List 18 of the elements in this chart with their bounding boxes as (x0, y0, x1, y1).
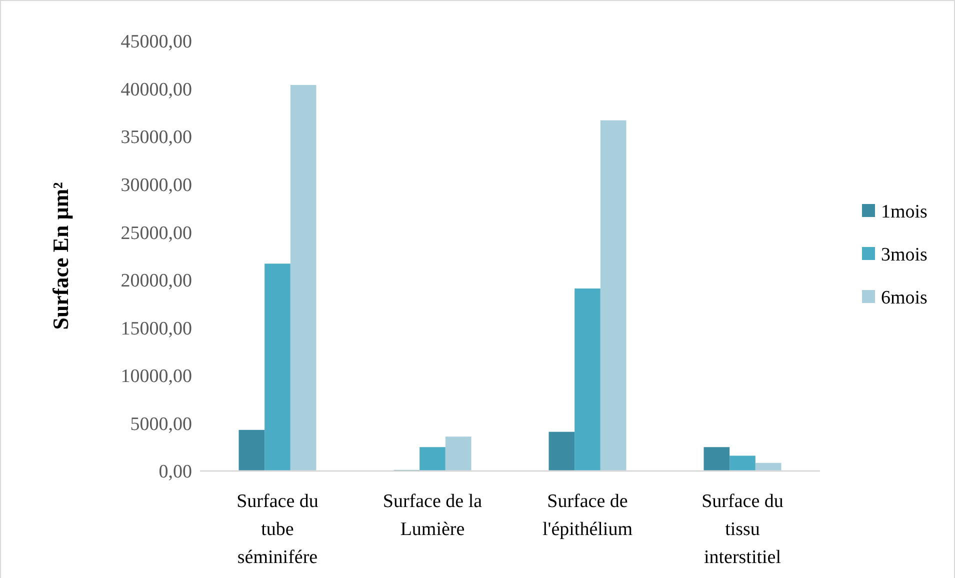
legend-label: 3mois (881, 244, 928, 266)
x-tick-label: Surface du tube séminifére (236, 491, 319, 568)
y-tick-label: 10000,00 (120, 366, 192, 388)
legend-label: 1mois (881, 202, 928, 223)
legend-label: 6mois (881, 288, 928, 309)
y-tick-label: 0,00 (158, 462, 192, 483)
y-tick-label: 40000,00 (120, 79, 192, 100)
x-tick-label: Surface de l'épithélium (542, 491, 633, 540)
y-tick-label: 20000,00 (120, 270, 192, 292)
y-tick-label: 25000,00 (120, 222, 192, 244)
y-axis-title: Surface En µm² (48, 182, 73, 330)
y-tick-label: 30000,00 (120, 174, 192, 196)
y-tick-label: 45000,00 (120, 32, 192, 53)
y-tick-label: 35000,00 (120, 127, 192, 148)
y-tick-label: 5000,00 (130, 414, 192, 435)
y-tick-label: 15000,00 (120, 318, 192, 340)
x-tick-label: Surface du tissu interstitiel (702, 491, 784, 568)
x-tick-label: Surface de la Lumière (382, 491, 483, 540)
